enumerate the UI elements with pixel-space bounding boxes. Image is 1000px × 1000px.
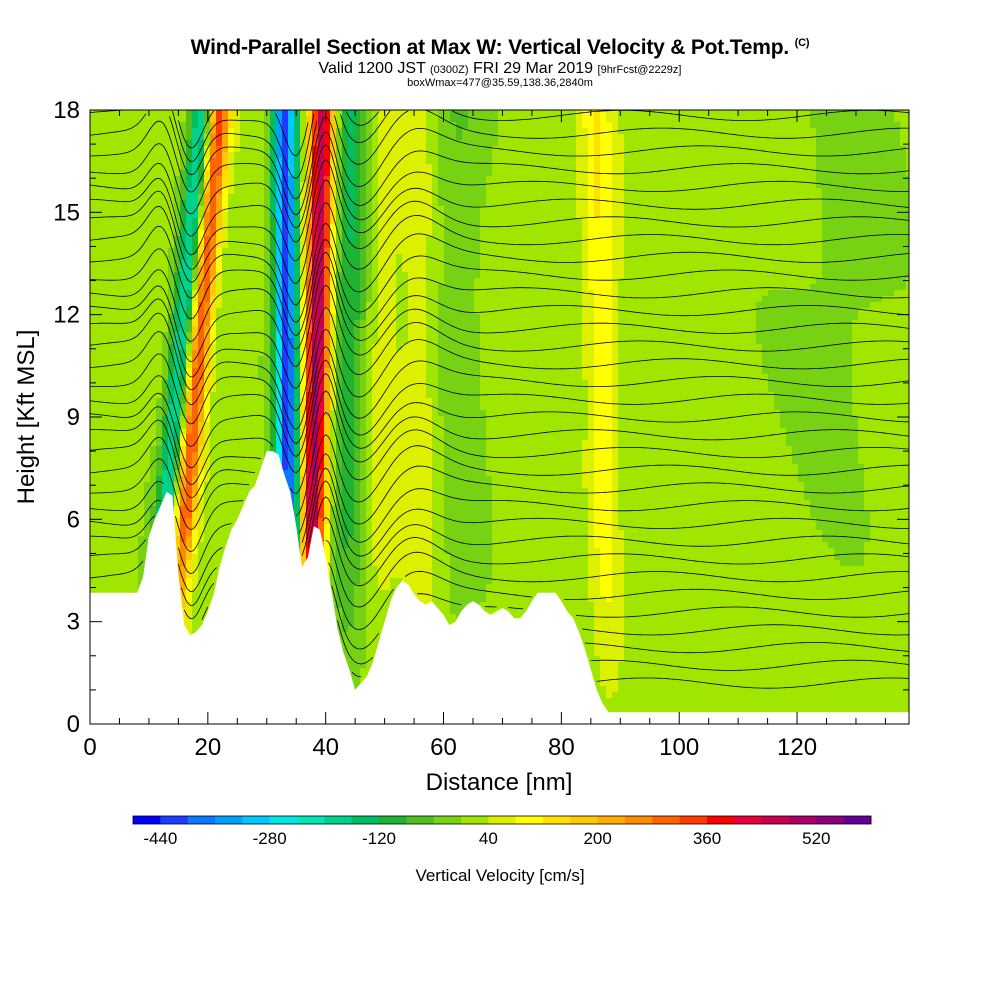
chart-boxwmax: boxWmax=477@35.59,138.36,2840m <box>407 77 593 89</box>
colorbar-swatch <box>543 816 571 824</box>
colorbar-tick-label: 200 <box>583 829 611 848</box>
colorbar-swatch <box>433 816 462 824</box>
x-tick-label: 100 <box>659 734 699 761</box>
y-tick-label: 15 <box>53 199 80 226</box>
colorbar-swatch <box>160 816 188 824</box>
colorbar-swatch <box>707 816 735 824</box>
colorbar: -440 -280 -120 40 200 360 520 <box>132 815 872 848</box>
x-tick-label: 120 <box>777 734 817 761</box>
potential-temperature-contours <box>90 110 909 689</box>
terrain-profile <box>90 451 909 724</box>
colorbar-swatch <box>843 816 872 824</box>
colorbar-tick-label: -120 <box>362 829 396 848</box>
isentrope-line <box>351 642 909 678</box>
colorbar-tick-label: -280 <box>253 829 287 848</box>
isentrope-line <box>90 110 909 179</box>
colorbar-swatch <box>461 816 489 824</box>
colorbar-tick-label: 360 <box>693 829 721 848</box>
isentrope-line <box>90 345 909 445</box>
x-tick-label: 0 <box>83 734 96 761</box>
colorbar-swatch <box>351 816 380 824</box>
isentrope-line <box>90 411 909 517</box>
isentrope-line <box>90 328 909 430</box>
colorbar-swatch <box>816 816 844 824</box>
colorbar-label: Vertical Velocity [cm/s] <box>415 866 584 885</box>
colorbar-tick-label: 40 <box>479 829 498 848</box>
colorbar-swatch <box>406 816 434 824</box>
chart-title: Wind-Parallel Section at Max W: Vertical… <box>190 36 810 59</box>
terrain-mask <box>90 451 909 724</box>
x-tick-label: 80 <box>548 734 575 761</box>
isentrope-line <box>90 306 909 412</box>
y-tick-label: 12 <box>53 302 80 329</box>
y-tick-label: 9 <box>67 404 80 431</box>
colorbar-swatch <box>324 816 352 824</box>
y-tick-label: 3 <box>67 609 80 636</box>
isentrope-line <box>90 251 909 350</box>
colorbar-swatch <box>488 816 516 824</box>
colorbar-swatch <box>652 816 680 824</box>
colorbar-swatch <box>187 816 216 824</box>
colorbar-swatch <box>215 816 243 824</box>
colorbar-swatch <box>379 816 407 824</box>
x-tick-label: 20 <box>194 734 221 761</box>
x-tick-label: 60 <box>430 734 457 761</box>
isentrope-line <box>201 562 909 630</box>
x-axis-label: Distance [nm] <box>426 769 573 796</box>
colorbar-swatch <box>789 816 817 824</box>
isentrope-line <box>90 467 909 556</box>
isentrope-line <box>90 372 909 474</box>
isentrope-line <box>331 585 909 650</box>
colorbar-swatch <box>269 816 298 824</box>
isentrope-line <box>90 390 909 494</box>
colorbar-swatch <box>570 816 598 824</box>
colorbar-swatch <box>597 816 626 824</box>
y-tick-label: 6 <box>67 506 80 533</box>
isentrope-line <box>90 179 909 284</box>
isentrope-line <box>90 453 909 543</box>
isentrope-line <box>90 116 909 216</box>
colorbar-swatch <box>625 816 653 824</box>
colorbar-swatch <box>734 816 762 824</box>
isentrope-line <box>90 284 909 389</box>
isentrope-line <box>90 131 909 229</box>
isentrope-line <box>90 222 909 323</box>
y-axis: 0 3 6 9 12 15 18 <box>53 97 909 738</box>
isentrope-line <box>90 539 909 620</box>
isentrope-line <box>90 238 909 337</box>
isentrope-line <box>90 159 909 262</box>
isentrope-line <box>90 496 909 593</box>
colorbar-swatch <box>133 816 161 824</box>
isentrope-line <box>90 434 909 534</box>
x-axis: 0 20 40 60 80 100 120 <box>83 110 886 761</box>
colorbar-swatch <box>761 816 790 824</box>
y-tick-label: 0 <box>67 711 80 738</box>
colorbar-swatch <box>297 816 325 824</box>
colorbar-swatch <box>679 816 708 824</box>
chart-subtitle: Valid 1200 JST (0300Z) FRI 29 Mar 2019 [… <box>318 60 682 77</box>
isentrope-line <box>90 480 909 575</box>
isentrope-line <box>90 265 909 368</box>
colorbar-tick-label: 520 <box>802 829 830 848</box>
y-tick-label: 18 <box>53 97 80 124</box>
colorbar-swatch <box>515 816 544 824</box>
isentrope-line <box>90 201 909 306</box>
colorbar-tick-label: -440 <box>143 829 177 848</box>
isentrope-line <box>90 110 909 200</box>
isentrope-line <box>596 677 909 689</box>
isentrope-line <box>90 359 909 457</box>
isentrope-line <box>590 659 909 671</box>
colorbar-swatch <box>242 816 270 824</box>
y-axis-label: Height [Kft MSL] <box>13 330 40 505</box>
isentrope-line <box>90 516 909 606</box>
isentrope-line <box>90 143 909 243</box>
x-tick-label: 40 <box>312 734 339 761</box>
isentrope-line <box>337 620 909 665</box>
